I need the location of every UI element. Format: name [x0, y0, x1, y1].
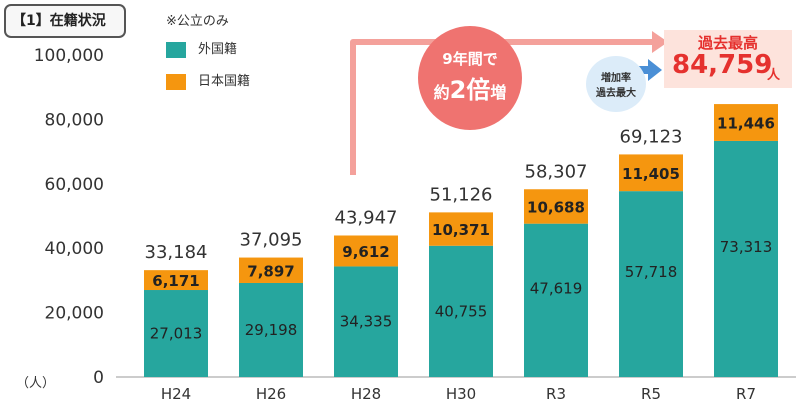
bar-segment-japanese: [429, 212, 493, 246]
bar-total-label: 69,123: [620, 126, 683, 147]
bar-label-foreign: 40,755: [435, 302, 488, 320]
bar-segment-foreign: [429, 245, 493, 377]
bar-total-label: 37,095: [240, 230, 303, 251]
growth-circle-line2: 約2倍増: [418, 70, 522, 105]
public-only-note: ※公立のみ: [166, 14, 229, 29]
growth-circle-big: 2倍: [449, 76, 491, 104]
bar-segment-japanese: [144, 270, 208, 291]
bar-segment-foreign: [524, 223, 588, 377]
growth-arrow-line: [350, 39, 652, 175]
bar-label-foreign: 27,013: [150, 325, 203, 343]
record-high-box: 過去最高 84,759 人: [664, 30, 792, 88]
bar-segment-foreign: [714, 140, 778, 377]
bar-label-japanese: 7,897: [247, 262, 294, 280]
bar-total-label: 51,126: [430, 184, 493, 205]
bar-label-japanese: 6,171: [152, 272, 199, 290]
section-title: 【1】在籍状況: [4, 4, 126, 38]
bar-label-japanese: 11,446: [717, 115, 775, 133]
legend-label-foreign: 外国籍: [198, 42, 238, 57]
y-tick-label: 60,000: [45, 175, 104, 195]
y-tick-label: 80,000: [45, 110, 104, 130]
blue-arrow-icon: [632, 59, 662, 81]
bar-total-label: 43,947: [335, 207, 398, 228]
bar-label-japanese: 10,688: [527, 198, 585, 216]
bar-label-japanese: 9,612: [342, 243, 389, 261]
bar-segment-foreign: [239, 282, 303, 377]
bar-segment-foreign: [334, 266, 398, 377]
growth-circle-badge: 9年間で 約2倍増: [418, 26, 522, 130]
legend-item-japanese: 日本国籍: [166, 70, 250, 90]
bar-segment-japanese: [334, 235, 398, 267]
bar-segment-foreign: [144, 290, 208, 377]
x-tick-label: H30: [446, 385, 476, 403]
bar-label-foreign: 34,335: [340, 313, 393, 331]
bar-segment-japanese: [239, 257, 303, 283]
x-tick-label: R3: [546, 385, 566, 403]
legend-swatch-foreign: [166, 41, 186, 58]
y-tick-label: 20,000: [45, 304, 104, 324]
y-tick-label: 100,000: [34, 46, 104, 66]
growth-arrow-head: [652, 31, 668, 53]
legend-swatch-japanese: [166, 73, 186, 90]
y-axis-unit-label: （人）: [16, 376, 56, 391]
record-high-value: 84,759: [672, 50, 773, 80]
bar-segment-japanese: [714, 104, 778, 141]
bar-label-foreign: 29,198: [245, 321, 298, 339]
bar-label-japanese: 11,405: [622, 165, 680, 183]
growth-circle-line1: 9年間で: [442, 50, 498, 68]
bar-label-japanese: 10,371: [432, 221, 490, 239]
legend-item-foreign: 外国籍: [166, 38, 237, 58]
bar-segment-japanese: [619, 154, 683, 192]
x-tick-label: H24: [161, 385, 191, 403]
bar-label-foreign: 73,313: [720, 238, 773, 256]
x-tick-label: H26: [256, 385, 286, 403]
bar-total-label: 33,184: [145, 242, 208, 263]
x-tick-label: R7: [736, 385, 756, 403]
bar-total-label: 58,307: [525, 161, 588, 182]
record-high-label: 過去最高: [697, 34, 758, 52]
bar-label-foreign: 47,619: [530, 279, 583, 297]
y-tick-label: 0: [93, 368, 104, 388]
growth-rate-badge: 増加率 過去最大: [586, 56, 646, 112]
growth-circle-suffix: 増: [490, 83, 507, 102]
x-tick-label: H28: [351, 385, 381, 403]
growth-circle-prefix: 約: [433, 83, 450, 102]
record-high-unit: 人: [766, 68, 780, 83]
legend-label-japanese: 日本国籍: [198, 74, 251, 89]
growth-rate-line2: 過去最大: [596, 88, 636, 99]
x-tick-label: R5: [641, 385, 661, 403]
y-tick-label: 40,000: [45, 239, 104, 259]
bar-label-foreign: 57,718: [625, 263, 678, 281]
bar-segment-japanese: [524, 189, 588, 224]
bar-segment-foreign: [619, 191, 683, 377]
growth-rate-line1: 増加率: [601, 73, 631, 84]
